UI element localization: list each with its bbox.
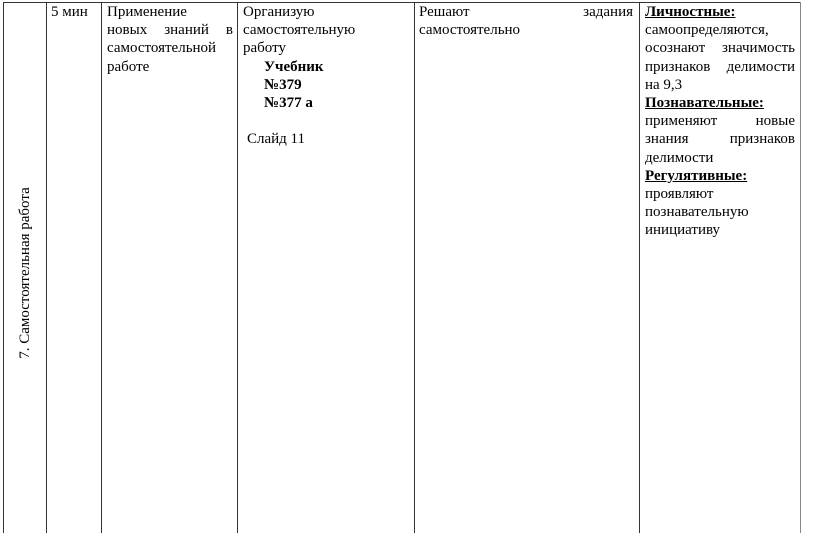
regulatory-title: Регулятивные: [645,167,748,184]
teacher-cell: Организую самостоятельную работу Учебник… [243,3,411,148]
text-word: задания [583,4,633,20]
text-line: проявляют [645,186,714,203]
time-cell: 5 мин [51,3,99,21]
table-border [237,2,238,533]
time-text: 5 мин [51,4,88,20]
stage-label: 7. Самостоятельная работа [16,187,33,359]
text-line: знания признаков [645,131,795,148]
text-line: инициативу [645,222,721,239]
students-cell: Решают задания самостоятельно [419,3,633,39]
text-line: самоопределяются, [645,22,769,39]
text-word: Решают [419,4,470,20]
text-line: самостоятельно [419,22,521,39]
text-line: работе [107,58,150,75]
text-line: работу [243,40,286,57]
text-line: самостоятельной [107,40,217,57]
text-line: делимости [645,149,714,166]
task-number: №377 а [264,95,313,112]
table-border [101,2,102,533]
table-border [800,2,801,533]
table-border [414,2,415,533]
text-line: на 9,3 [645,76,683,93]
text-line: Организую [243,4,315,20]
table-border [46,2,47,533]
goal-cell: Применение новых знаний в самостоятельно… [107,3,233,76]
text-line: Применение [107,4,187,20]
textbook-label: Учебник [264,58,324,75]
text-line: применяют новые [645,113,795,130]
table-top-border [3,2,801,3]
text-line: новых знаний в [107,22,233,39]
text-line: познавательную [645,204,749,221]
table-border [639,2,640,533]
text-line: признаков делимости [645,58,795,75]
uud-cell: Личностные: самоопределяются, осознают з… [645,3,795,240]
text-line: самостоятельную [243,22,356,39]
slide-label: Слайд 11 [247,131,306,148]
cognitive-title: Познавательные: [645,95,764,112]
text-line: осознают значимость [645,40,795,57]
task-number: №379 [264,76,302,93]
personal-title: Личностные: [645,4,736,20]
table-border [3,2,4,533]
